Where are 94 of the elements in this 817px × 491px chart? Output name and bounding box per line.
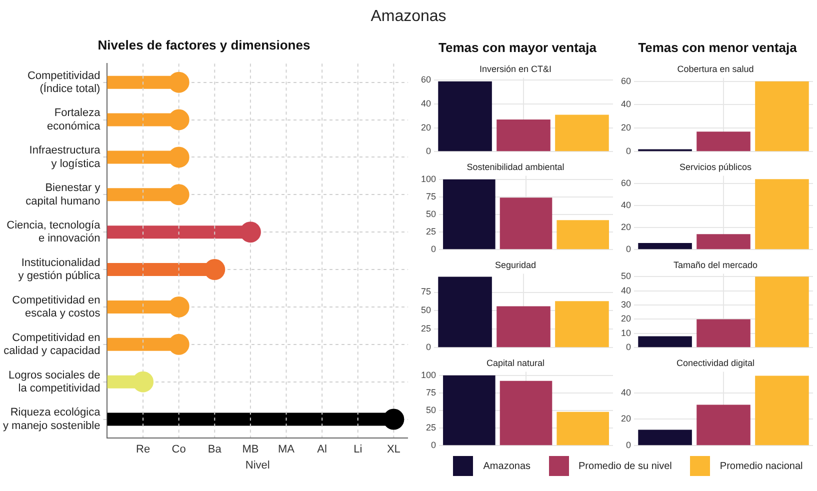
y-tick-label: 0 <box>626 244 632 254</box>
chart-subtitle: Temas con mayor ventaja <box>438 40 598 55</box>
bar <box>755 81 809 152</box>
chart-title: Cobertura en salud <box>677 64 754 74</box>
y-tick-label: 20 <box>620 314 632 324</box>
y-tick-label: Competitividad (Índice total) <box>27 70 100 95</box>
bar <box>696 132 750 152</box>
bar <box>638 430 692 446</box>
text: Amazonas <box>370 8 446 26</box>
text: MA <box>278 444 296 456</box>
bar <box>496 306 550 348</box>
y-tick-label: 25 <box>420 324 432 334</box>
y-tick-label: 10 <box>620 328 632 338</box>
y-tick-label: 0 <box>431 440 436 450</box>
legend-label: Promedio nacional <box>720 460 803 472</box>
y-tick-label: 0 <box>626 342 632 352</box>
bar <box>500 198 552 250</box>
text: XL <box>386 444 400 456</box>
text: Ba <box>208 444 222 456</box>
bar <box>443 375 496 446</box>
y-tick-label: 0 <box>626 146 632 156</box>
bar <box>638 336 692 348</box>
y-tick-label: 20 <box>420 122 432 132</box>
text: Re <box>136 444 150 456</box>
y-tick-label: 75 <box>420 286 432 297</box>
y-tick-label: 0 <box>431 244 436 254</box>
bar <box>556 220 609 250</box>
y-tick-label: 100 <box>420 370 436 380</box>
bar <box>556 412 609 446</box>
text: Co <box>172 444 186 456</box>
x-axis-title: Nivel <box>245 460 270 472</box>
y-tick-label: 40 <box>620 285 632 296</box>
chart-subtitle: Temas con menor ventaja <box>637 40 798 55</box>
chart-title: Inversión en CT&I <box>479 64 552 74</box>
y-tick-label: 30 <box>620 300 632 310</box>
y-tick-label: Ciencia, tecnología e innovación <box>6 220 102 245</box>
y-tick-label: Fortaleza económica <box>47 107 102 132</box>
chart-title: Seguridad <box>494 260 536 270</box>
legend-label: Amazonas <box>483 460 531 472</box>
chart-title: Niveles de factores y dimensiones <box>98 37 310 52</box>
chart-title: Sostenibilidad ambiental <box>466 162 564 172</box>
y-tick-label: 60 <box>420 74 432 85</box>
y-tick-label: 50 <box>420 305 432 316</box>
bar <box>696 319 750 348</box>
y-tick-label: 20 <box>620 122 632 133</box>
point <box>132 371 154 392</box>
y-tick-label: 40 <box>620 200 632 210</box>
y-tick-label: 40 <box>620 387 632 398</box>
y-tick-label: Bienestar y capital humano <box>26 182 101 208</box>
bar <box>443 179 496 250</box>
y-tick-label: 25 <box>426 422 436 433</box>
chart-title: Tamaño del mercado <box>673 260 758 270</box>
text: MB <box>242 444 259 456</box>
y-tick-label: 25 <box>426 226 436 237</box>
bar <box>555 114 609 152</box>
bar <box>500 380 552 446</box>
y-tick-label: 20 <box>620 414 632 424</box>
y-tick-label: Riqueza ecológica y manejo sostenible <box>2 406 102 432</box>
point <box>383 408 404 430</box>
chart-title: Conectividad digital <box>676 358 755 368</box>
text: Al <box>317 444 327 456</box>
y-tick-label: Competitividad en calidad y capacidad <box>4 332 100 358</box>
y-tick-label: 50 <box>426 404 436 415</box>
bar <box>555 301 609 348</box>
y-tick-label: 50 <box>426 208 436 219</box>
bar <box>496 119 550 152</box>
y-tick-label: Competitividad en escala y costos <box>12 294 101 320</box>
legend-label: Promedio de su nivel <box>578 460 672 472</box>
y-tick-label: 0 <box>626 440 632 450</box>
bar <box>755 179 809 250</box>
bar <box>755 376 809 446</box>
y-tick-label: 20 <box>620 222 632 232</box>
bar <box>438 276 492 348</box>
bar <box>696 234 750 250</box>
bar <box>438 81 492 152</box>
chart-title: Capital natural <box>486 358 545 368</box>
text: Li <box>354 444 362 456</box>
chart-title: Servicios públicos <box>679 162 752 172</box>
y-tick-label: 75 <box>426 191 436 202</box>
y-tick-label: 75 <box>426 387 436 398</box>
y-tick-label: 0 <box>426 146 432 156</box>
bar <box>755 276 809 348</box>
y-tick-label: 60 <box>620 76 632 86</box>
y-tick-label: 60 <box>620 178 632 188</box>
y-tick-label: 50 <box>620 271 632 282</box>
y-tick-label: Institucionalidad y gestión pública <box>18 256 102 282</box>
y-tick-label: Logros sociales de la competitividad <box>8 369 100 394</box>
bar <box>638 242 692 250</box>
bar <box>696 404 750 446</box>
y-tick-label: 0 <box>426 342 432 352</box>
y-tick-label: Infraestructura y logística <box>29 144 102 170</box>
y-tick-label: 100 <box>420 174 436 184</box>
y-tick-label: 40 <box>420 98 432 108</box>
y-tick-label: 40 <box>620 99 632 110</box>
